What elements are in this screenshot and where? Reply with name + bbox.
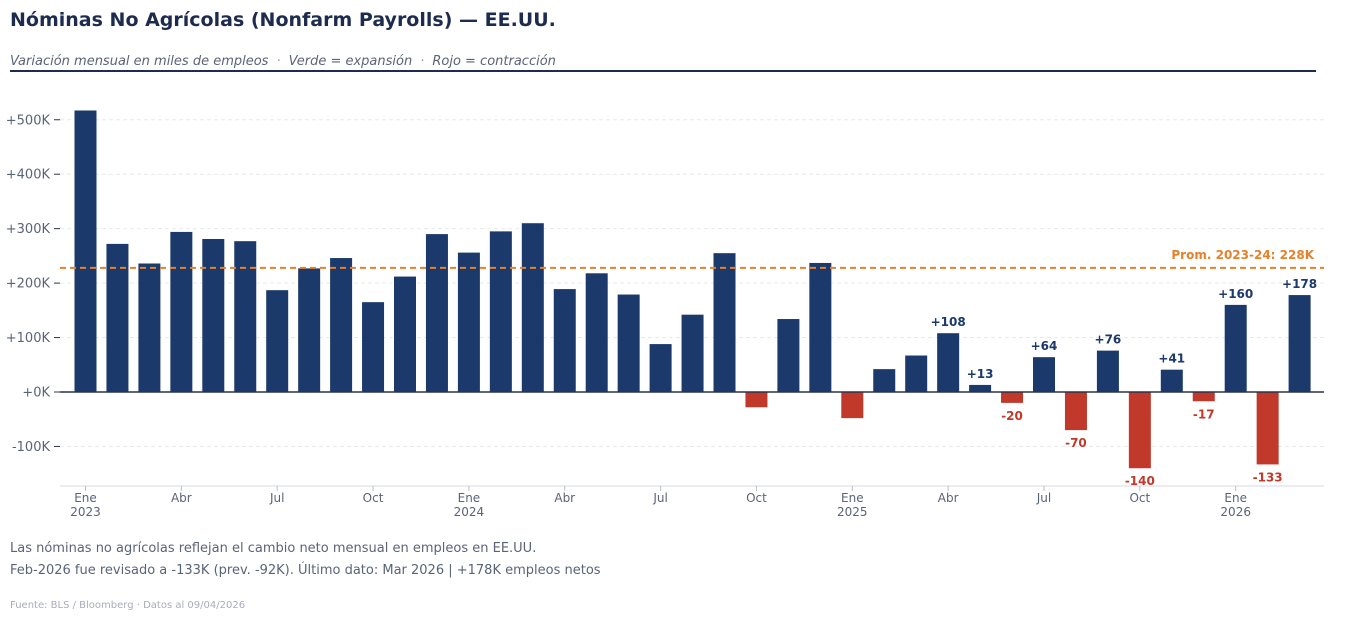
source-line: Fuente: BLS / Bloomberg · Datos al 09/04… [10,600,246,611]
data-label: +160 [1218,287,1253,301]
bar-10 [394,276,416,392]
bar-31 [1064,392,1087,431]
x-tick-label: Jul [1036,491,1051,505]
bar-34 [1160,369,1183,392]
subtitle-separator: · [420,54,425,69]
bar-3 [170,231,193,392]
data-label: +64 [1031,339,1058,353]
bar-37 [1256,392,1279,465]
x-tick-label: Ene [74,491,97,505]
bar-2 [138,263,161,392]
x-tick-label: Ene [1224,491,1247,505]
x-tick-label: Jul [652,491,667,505]
y-tick-label: +500K [6,113,51,128]
bar-28 [969,384,992,392]
data-label: +178 [1282,277,1317,291]
y-tick-label: +400K [6,168,51,183]
bar-12 [457,252,480,392]
bar-25 [873,369,896,392]
data-label: +13 [967,367,994,381]
bar-33 [1128,392,1151,469]
data-label: -140 [1125,474,1155,488]
bar-8 [330,258,353,392]
x-tick-year: 2023 [70,505,101,519]
bar-21 [745,392,768,408]
x-tick-label: Oct [1129,491,1150,505]
x-tick-label: Abr [171,491,192,505]
x-tick-label: Oct [746,491,767,505]
subtitle-separator: · [276,54,281,69]
bar-32 [1096,350,1119,392]
data-label: -17 [1193,407,1215,421]
subtitle-red-legend: Rojo = contracción [432,54,556,69]
x-tick-label: Ene [458,491,481,505]
x-tick-year: 2025 [837,505,868,519]
bar-35 [1192,392,1215,402]
footnote-revision: Feb-2026 fue revisado a -133K (prev. -92… [10,563,601,578]
bar-11 [425,234,448,392]
bar-0 [74,110,97,392]
bar-20 [713,253,736,392]
bar-9 [362,302,385,392]
data-label: +76 [1095,333,1122,347]
bar-13 [489,231,512,392]
x-tick-label: Ene [841,491,864,505]
bar-26 [905,355,928,392]
chart-subtitle: Variación mensual en miles de empleos · Ve… [10,54,556,69]
data-label: -20 [1001,409,1023,423]
title-divider [10,70,1316,72]
bar-29 [1001,392,1024,403]
x-tick-label: Abr [938,491,959,505]
data-label: +41 [1158,352,1185,366]
bar-18 [649,344,672,392]
bar-23 [809,262,832,392]
bar-6 [266,290,289,392]
x-tick-label: Abr [554,491,575,505]
bar-19 [681,314,704,392]
bar-16 [585,273,608,392]
data-label: +108 [931,315,966,329]
bar-24 [841,392,864,419]
bar-1 [106,243,129,392]
y-tick-label: +300K [6,222,51,237]
footnote-description: Las nóminas no agrícolas reflejan el cam… [10,541,537,556]
x-tick-year: 2026 [1220,505,1251,519]
chart-title: Nóminas No Agrícolas (Nonfarm Payrolls) … [10,9,556,31]
subtitle-units: Variación mensual en miles de empleos [10,54,269,69]
payrolls-bar-chart: -100K +0K +100K +200K +300K +400K +500K Prom. 2… [6,110,1324,519]
bar-17 [617,294,640,392]
y-tick-label: +0K [22,386,50,401]
bar-22 [777,319,800,392]
bar-38 [1288,295,1311,392]
x-tick-label: Oct [363,491,384,505]
bar-15 [553,289,576,392]
y-tick-label: +200K [6,277,51,292]
bar-30 [1033,357,1055,392]
bar-14 [521,223,544,392]
bar-36 [1224,304,1247,392]
bar-27 [937,333,960,392]
x-tick-year: 2024 [454,505,485,519]
bar-7 [298,268,321,392]
bar-5 [234,241,257,392]
average-label: Prom. 2023-24: 228K [1171,248,1314,262]
y-tick-label: -100K [12,440,51,455]
data-label: -133 [1253,470,1283,484]
subtitle-green-legend: Verde = expansión [288,54,413,69]
bar-4 [202,238,225,392]
x-tick-label: Jul [269,491,284,505]
data-label: -70 [1065,436,1087,450]
y-tick-label: +100K [6,331,51,346]
